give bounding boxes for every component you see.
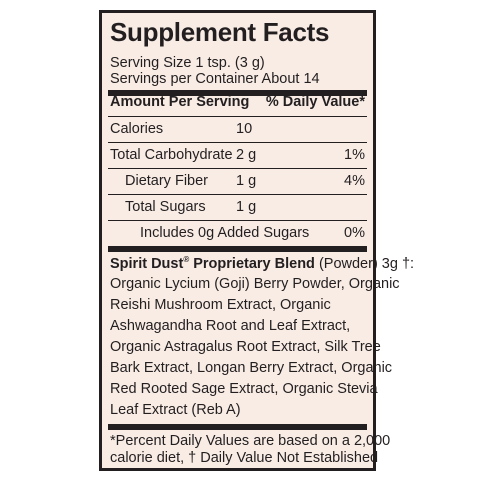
divider	[108, 194, 367, 195]
blend-qualifier: (Powder) 3g †:	[314, 256, 415, 272]
blend-heading: Spirit Dust® Proprietary Blend (Powder) …	[110, 256, 414, 273]
nutrient-name: Includes 0g Added Sugars	[140, 225, 310, 241]
footnote-line: calorie diet, † Daily Value Not Establis…	[110, 450, 379, 466]
nutrient-row-added-sugars: Includes 0g Added Sugars 0%	[102, 221, 373, 246]
nutrient-amount: 1 g	[236, 199, 257, 215]
blend-name: Spirit Dust	[110, 256, 184, 272]
footnote-thick-rule	[108, 424, 367, 430]
nutrient-daily-value: 1%	[344, 147, 365, 163]
nutrient-row-calories: Calories 10	[102, 117, 373, 142]
nutrient-row-total-sugars: Total Sugars 1 g	[102, 195, 373, 220]
registered-mark: ®	[183, 255, 190, 265]
blend-ingredients-line: Reishi Mushroom Extract, Organic	[110, 297, 331, 313]
divider	[108, 142, 367, 143]
divider	[108, 116, 367, 117]
divider	[108, 220, 367, 221]
daily-value-header: % Daily Value*	[265, 94, 365, 110]
servings-per-container: Servings per Container About 14	[110, 71, 320, 87]
panel-title: Supplement Facts	[110, 17, 330, 47]
nutrient-daily-value: 0%	[344, 225, 365, 241]
amount-per-serving-header: Amount Per Serving	[110, 94, 250, 110]
footnote-line: *Percent Daily Values are based on a 2,0…	[110, 433, 391, 449]
blend-ingredients-line: Organic Astragalus Root Extract, Silk Tr…	[110, 339, 381, 355]
nutrient-daily-value: 4%	[344, 173, 365, 189]
nutrient-name: Dietary Fiber	[125, 173, 208, 189]
blend-name-rest: Proprietary Blend	[189, 256, 315, 272]
nutrient-amount: 10	[236, 121, 253, 137]
nutrient-row-dietary-fiber: Dietary Fiber 1 g 4%	[102, 169, 373, 194]
blend-thick-rule	[108, 246, 367, 252]
nutrient-amount: 2 g	[236, 147, 257, 163]
nutrient-name: Total Carbohydrate	[110, 147, 233, 163]
serving-size: Serving Size 1 tsp. (3 g)	[110, 55, 265, 71]
nutrient-row-total-carbohydrate: Total Carbohydrate 2 g 1%	[102, 143, 373, 168]
blend-ingredients-line: Bark Extract, Longan Berry Extract, Orga…	[110, 360, 393, 376]
divider	[108, 168, 367, 169]
nutrient-amount: 1 g	[236, 173, 257, 189]
blend-ingredients-line: Organic Lycium (Goji) Berry Powder, Orga…	[110, 276, 400, 292]
blend-ingredients-line: Leaf Extract (Reb A)	[110, 402, 241, 418]
blend-ingredients-line: Ashwagandha Root and Leaf Extract,	[110, 318, 351, 334]
nutrient-name: Total Sugars	[125, 199, 206, 215]
blend-ingredients-line: Red Rooted Sage Extract, Organic Stevia	[110, 381, 378, 397]
nutrient-name: Calories	[110, 121, 164, 137]
supplement-facts-panel: Supplement Facts Serving Size 1 tsp. (3 …	[99, 10, 414, 471]
header-thick-rule	[108, 90, 367, 96]
